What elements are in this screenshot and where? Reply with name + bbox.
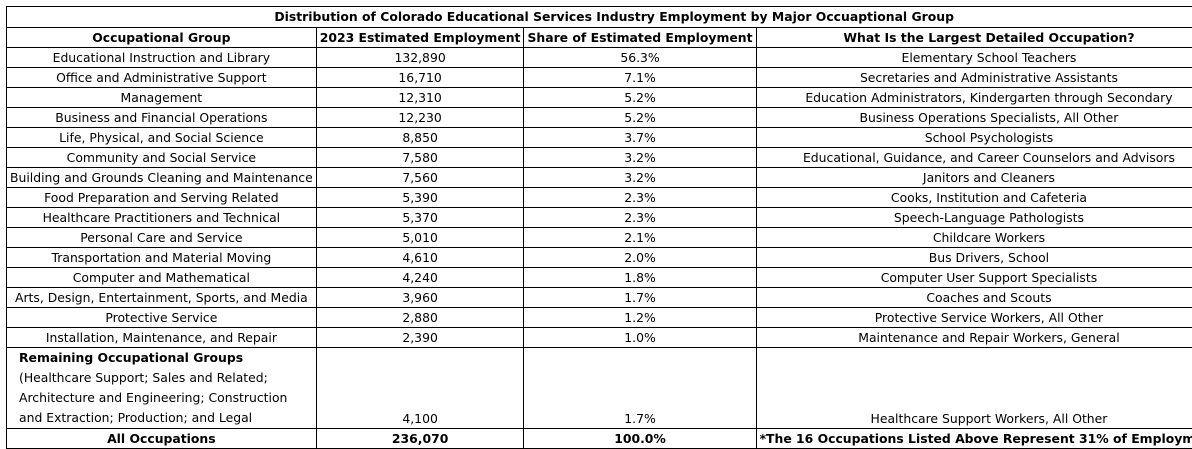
cell-largest-occupation: Cooks, Institution and Cafeteria	[756, 188, 1192, 208]
cell-largest-occupation: Maintenance and Repair Workers, General	[756, 328, 1192, 348]
cell-largest-occupation: Childcare Workers	[756, 228, 1192, 248]
remaining-groups-employment: 4,100	[316, 348, 524, 429]
cell-occupational-group: Community and Social Service	[7, 148, 317, 168]
cell-occupational-group: Personal Care and Service	[7, 228, 317, 248]
cell-employment: 4,240	[316, 268, 524, 288]
cell-employment: 16,710	[316, 68, 524, 88]
remaining-groups-label: Remaining Occupational Groups (Healthcar…	[7, 348, 317, 429]
cell-occupational-group: Protective Service	[7, 308, 317, 328]
cell-employment: 3,960	[316, 288, 524, 308]
header-occupational-group: Occupational Group	[7, 28, 317, 48]
cell-occupational-group: Installation, Maintenance, and Repair	[7, 328, 317, 348]
employment-table: Distribution of Colorado Educational Ser…	[6, 6, 1192, 449]
cell-share: 2.3%	[524, 208, 756, 228]
cell-largest-occupation: Bus Drivers, School	[756, 248, 1192, 268]
cell-employment: 7,560	[316, 168, 524, 188]
cell-largest-occupation: Elementary School Teachers	[756, 48, 1192, 68]
table-title: Distribution of Colorado Educational Ser…	[7, 7, 1192, 28]
cell-share: 1.7%	[524, 288, 756, 308]
total-row: All Occupations 236,070 100.0% *The 16 O…	[7, 429, 1192, 449]
cell-occupational-group: Food Preparation and Serving Related	[7, 188, 317, 208]
cell-share: 1.8%	[524, 268, 756, 288]
cell-share: 1.0%	[524, 328, 756, 348]
cell-employment: 5,370	[316, 208, 524, 228]
remaining-groups-label-bold: Remaining Occupational Groups	[19, 350, 243, 365]
cell-employment: 8,850	[316, 128, 524, 148]
cell-occupational-group: Office and Administrative Support	[7, 68, 317, 88]
remaining-groups-share: 1.7%	[524, 348, 756, 429]
cell-largest-occupation: Protective Service Workers, All Other	[756, 308, 1192, 328]
cell-share: 5.2%	[524, 108, 756, 128]
cell-employment: 7,580	[316, 148, 524, 168]
cell-share: 2.3%	[524, 188, 756, 208]
remaining-groups-label-detail: (Healthcare Support; Sales and Related; …	[19, 370, 287, 425]
total-share: 100.0%	[524, 429, 756, 449]
header-largest-occupation: What Is the Largest Detailed Occupation?	[756, 28, 1192, 48]
cell-occupational-group: Arts, Design, Entertainment, Sports, and…	[7, 288, 317, 308]
cell-occupational-group: Transportation and Material Moving	[7, 248, 317, 268]
employment-table-container: Distribution of Colorado Educational Ser…	[6, 6, 1192, 449]
cell-largest-occupation: Secretaries and Administrative Assistant…	[756, 68, 1192, 88]
header-row: Occupational Group 2023 Estimated Employ…	[7, 28, 1192, 48]
cell-share: 7.1%	[524, 68, 756, 88]
cell-share: 56.3%	[524, 48, 756, 68]
cell-largest-occupation: Educational, Guidance, and Career Counse…	[756, 148, 1192, 168]
cell-employment: 2,390	[316, 328, 524, 348]
cell-largest-occupation: Business Operations Specialists, All Oth…	[756, 108, 1192, 128]
cell-share: 1.2%	[524, 308, 756, 328]
cell-employment: 132,890	[316, 48, 524, 68]
cell-largest-occupation: Education Administrators, Kindergarten t…	[756, 88, 1192, 108]
table-row: Building and Grounds Cleaning and Mainte…	[7, 168, 1192, 188]
cell-share: 3.7%	[524, 128, 756, 148]
cell-employment: 12,310	[316, 88, 524, 108]
cell-occupational-group: Computer and Mathematical	[7, 268, 317, 288]
cell-share: 3.2%	[524, 168, 756, 188]
header-estimated-employment: 2023 Estimated Employment	[316, 28, 524, 48]
cell-occupational-group: Business and Financial Operations	[7, 108, 317, 128]
remaining-groups-row: Remaining Occupational Groups (Healthcar…	[7, 348, 1192, 429]
cell-employment: 5,010	[316, 228, 524, 248]
cell-largest-occupation: Janitors and Cleaners	[756, 168, 1192, 188]
cell-largest-occupation: Speech-Language Pathologists	[756, 208, 1192, 228]
cell-occupational-group: Building and Grounds Cleaning and Mainte…	[7, 168, 317, 188]
table-row: Arts, Design, Entertainment, Sports, and…	[7, 288, 1192, 308]
header-share-of-employment: Share of Estimated Employment	[524, 28, 756, 48]
cell-share: 2.0%	[524, 248, 756, 268]
cell-share: 2.1%	[524, 228, 756, 248]
cell-largest-occupation: Computer User Support Specialists	[756, 268, 1192, 288]
cell-occupational-group: Educational Instruction and Library	[7, 48, 317, 68]
total-label: All Occupations	[7, 429, 317, 449]
cell-largest-occupation: School Psychologists	[756, 128, 1192, 148]
cell-share: 3.2%	[524, 148, 756, 168]
cell-occupational-group: Healthcare Practitioners and Technical	[7, 208, 317, 228]
cell-occupational-group: Management	[7, 88, 317, 108]
remaining-groups-largest: Healthcare Support Workers, All Other	[756, 348, 1192, 429]
cell-occupational-group: Life, Physical, and Social Science	[7, 128, 317, 148]
cell-largest-occupation: Coaches and Scouts	[756, 288, 1192, 308]
cell-employment: 5,390	[316, 188, 524, 208]
total-note: *The 16 Occupations Listed Above Represe…	[756, 429, 1192, 449]
title-row: Distribution of Colorado Educational Ser…	[7, 7, 1192, 28]
total-employment: 236,070	[316, 429, 524, 449]
cell-employment: 2,880	[316, 308, 524, 328]
cell-employment: 12,230	[316, 108, 524, 128]
cell-employment: 4,610	[316, 248, 524, 268]
cell-share: 5.2%	[524, 88, 756, 108]
